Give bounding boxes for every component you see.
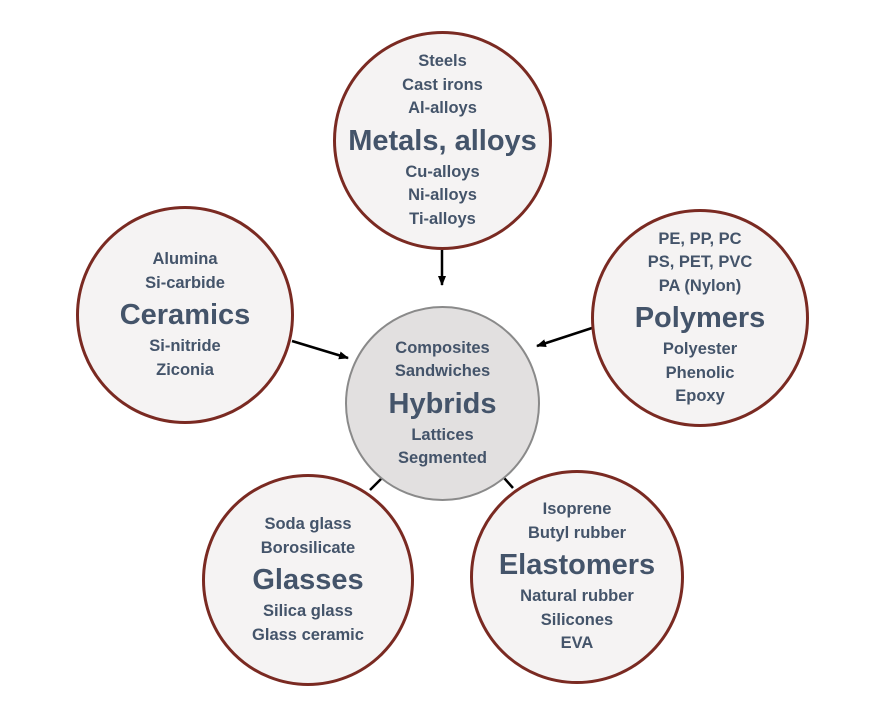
arrow-ceramics-to-hybrids — [291, 339, 349, 360]
ceramics-circle: Alumina Si-carbide Ceramics Si-nitride Z… — [76, 206, 294, 424]
polymers-item-pa-nylon: PA (Nylon) — [658, 276, 742, 295]
metals-item-ni-alloys: Ni-alloys — [408, 186, 477, 204]
glasses-item-soda-glass: Soda glass — [264, 515, 352, 533]
glasses-circle: Soda glass Borosilicate Glasses Silica g… — [202, 474, 414, 686]
arrow-polymers-to-hybrids — [536, 326, 593, 348]
polymers-circle: PE, PP, PC PS, PET, PVC PA (Nylon) Polym… — [591, 209, 809, 427]
polymers-item-polyester: Polyester — [662, 340, 738, 358]
hybrids-title: Hybrids — [388, 387, 497, 420]
polymers-item-phenolic: Phenolic — [665, 363, 735, 382]
polymers-item-ps-pet-pvc: PS, PET, PVC — [647, 253, 753, 271]
glasses-item-silica-glass: Silica glass — [263, 602, 353, 620]
ceramics-title: Ceramics — [119, 299, 251, 331]
metals-item-cast-irons: Cast irons — [402, 75, 483, 94]
elastomers-item-isoprene: Isoprene — [542, 500, 612, 519]
elastomers-title: Elastomers — [498, 549, 656, 582]
ceramics-item-si-nitride: Si-nitride — [149, 337, 221, 355]
polymers-item-epoxy: Epoxy — [675, 387, 725, 405]
hybrids-item-lattices: Lattices — [411, 425, 474, 444]
glasses-item-glass-ceramic: Glass ceramic — [252, 625, 364, 644]
hybrids-item-sandwiches: Sandwiches — [394, 362, 491, 380]
metals-item-steels: Steels — [418, 52, 467, 70]
metals-alloys-circle: Steels Cast irons Al-alloys Metals, allo… — [333, 31, 552, 250]
elastomers-item-eva: EVA — [560, 634, 594, 653]
polymers-item-pe-pp-pc: PE, PP, PC — [658, 229, 742, 248]
hybrids-item-segmented: Segmented — [398, 449, 487, 467]
elastomers-item-silicones: Silicones — [540, 610, 614, 629]
hybrids-item-composites: Composites — [395, 338, 490, 357]
metals-item-ti-alloys: Ti-alloys — [409, 209, 476, 228]
ceramics-item-ziconia: Ziconia — [156, 360, 214, 379]
metals-alloys-title: Metals, alloys — [348, 124, 537, 157]
polymers-title: Polymers — [634, 302, 766, 334]
elastomers-item-butyl-rubber: Butyl rubber — [527, 523, 627, 542]
glasses-title: Glasses — [252, 564, 364, 596]
hybrids-circle: Composites Sandwiches Hybrids Lattices S… — [345, 306, 540, 501]
ceramics-item-alumina: Alumina — [152, 250, 218, 268]
elastomers-circle: Isoprene Butyl rubber Elastomers Natural… — [470, 470, 684, 684]
metals-item-al-alloys: Al-alloys — [408, 99, 477, 117]
ceramics-item-si-carbide: Si-carbide — [145, 273, 225, 292]
metals-item-cu-alloys: Cu-alloys — [405, 162, 480, 181]
elastomers-item-natural-rubber: Natural rubber — [520, 587, 634, 606]
glasses-item-borosilicate: Borosilicate — [260, 538, 356, 557]
